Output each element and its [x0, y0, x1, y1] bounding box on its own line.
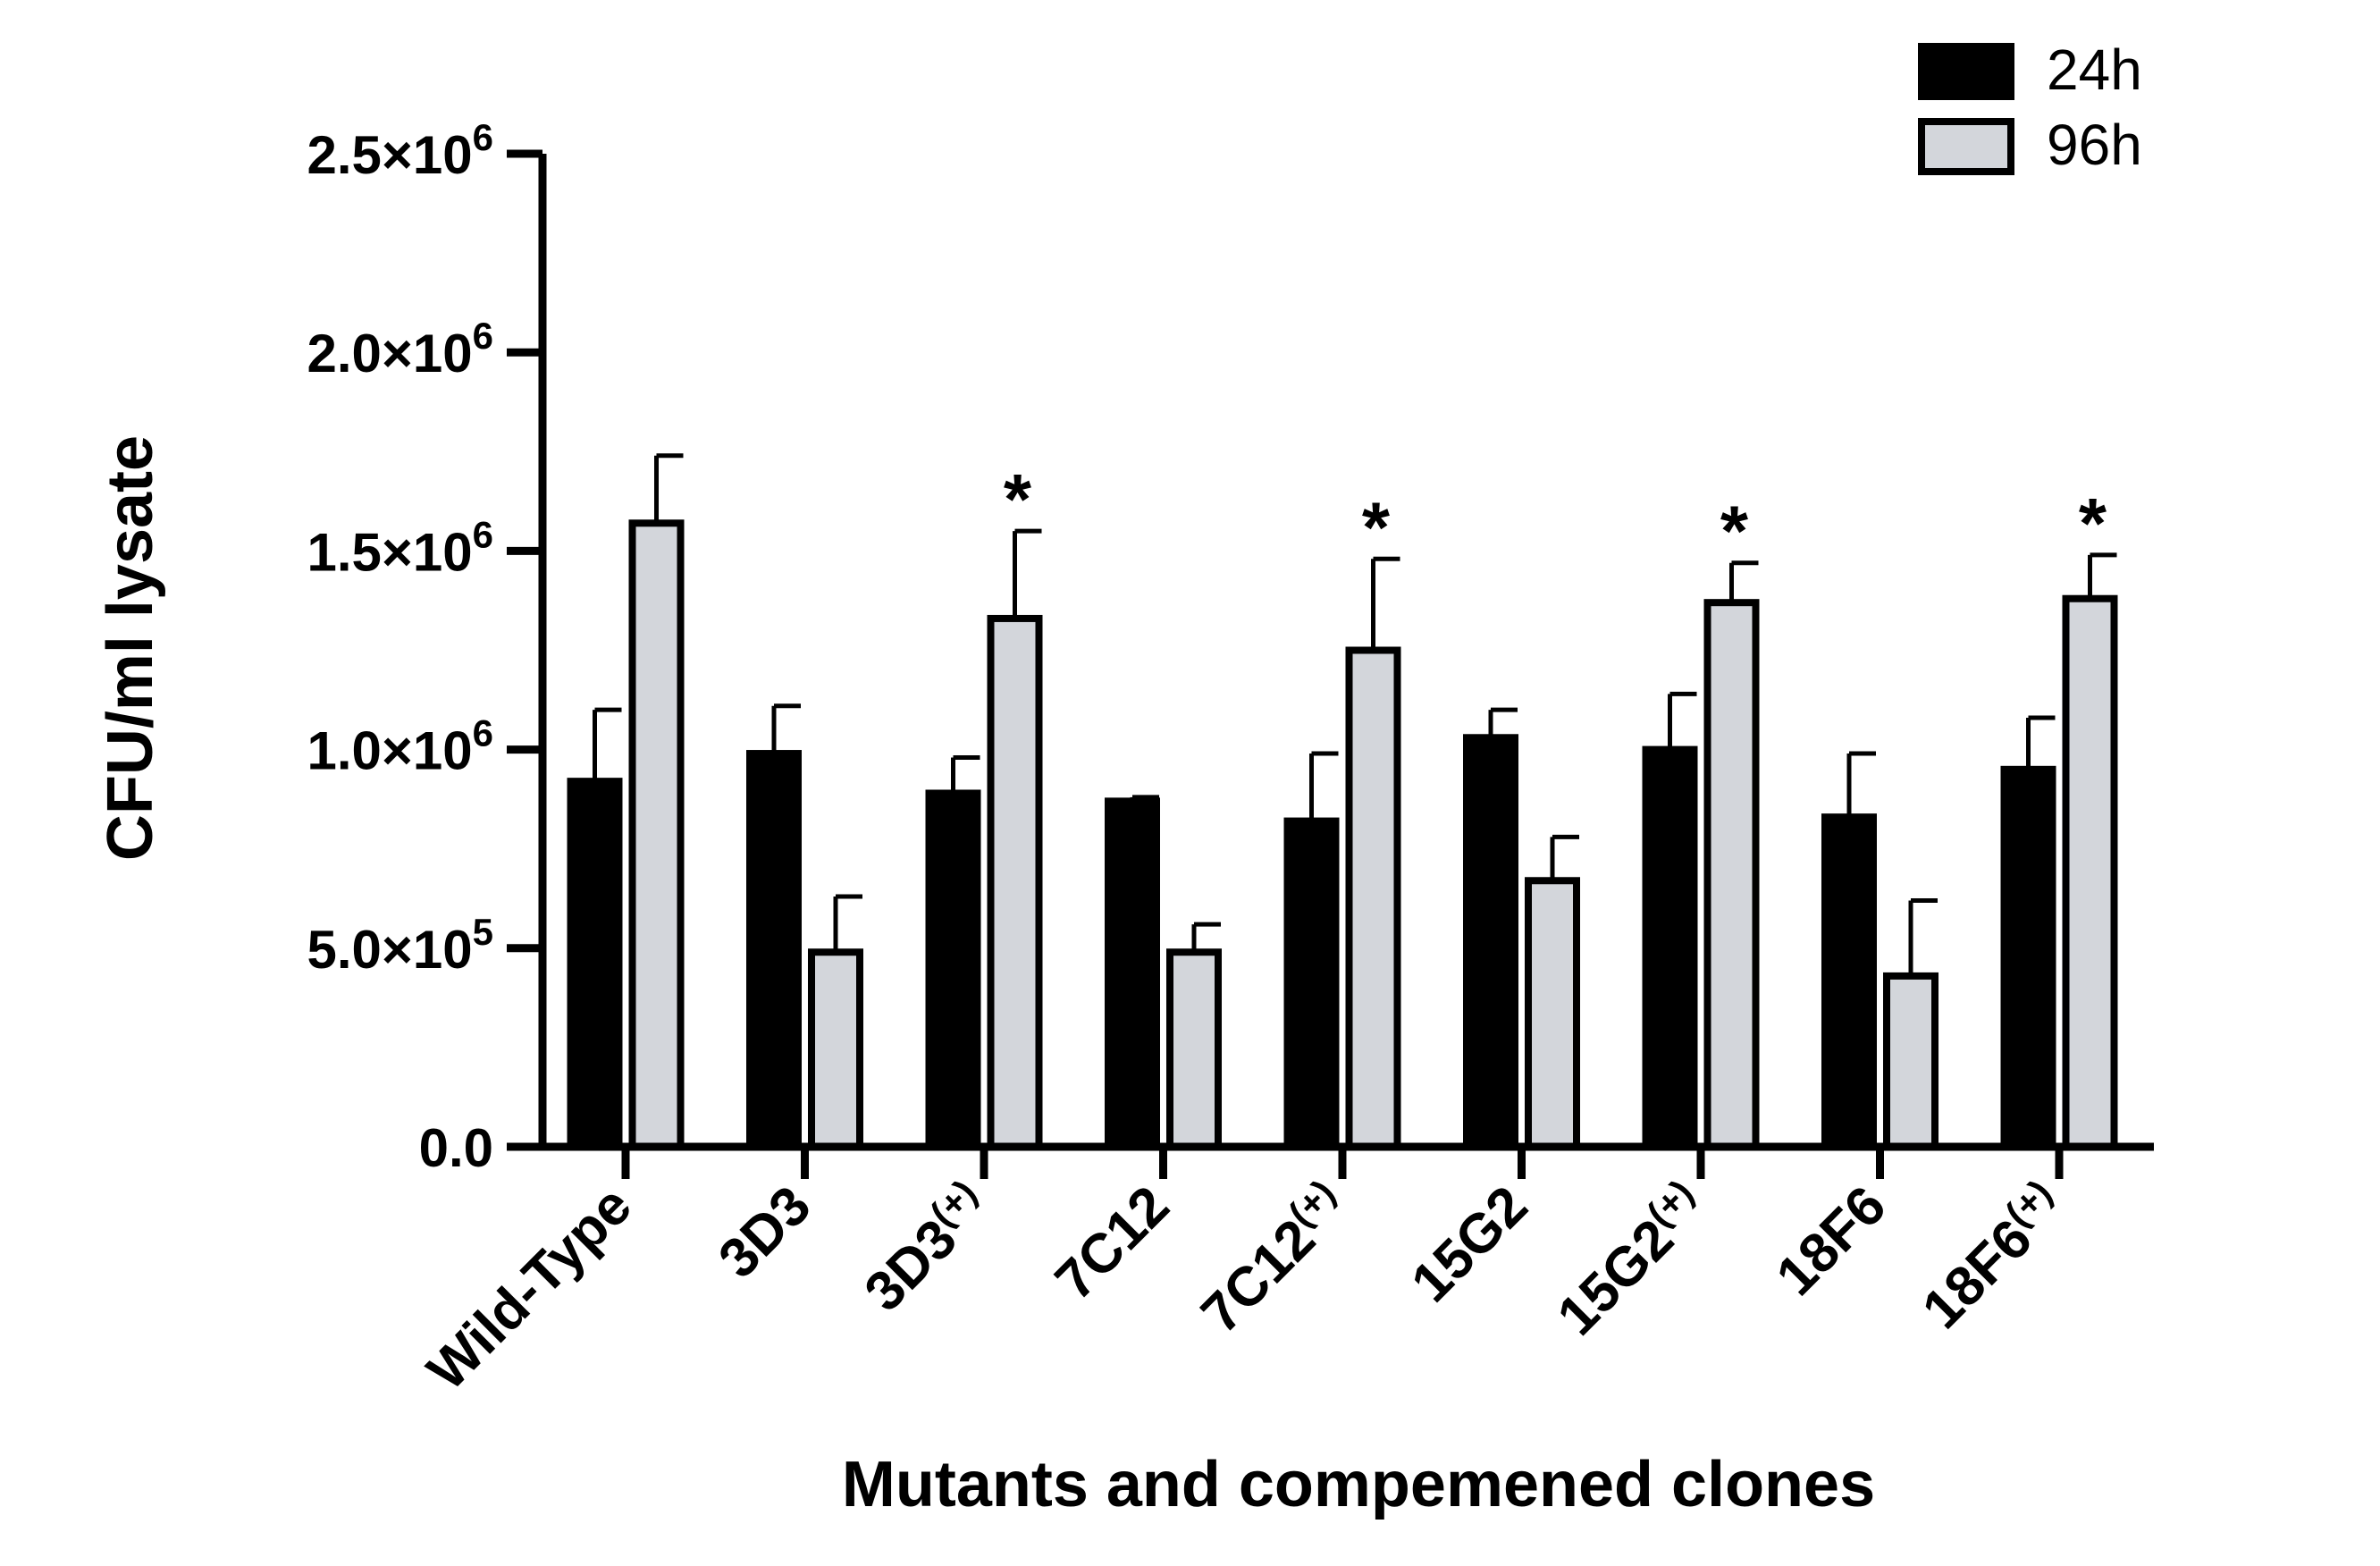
- significance-star: *: [1720, 492, 1749, 571]
- bars: [567, 519, 2118, 1151]
- y-axis-ticks: 0.0 5.0×105 1.0×106 1.5×106 2.0×106 2.5×106: [307, 116, 542, 1178]
- bar-24h: [746, 750, 802, 1150]
- x-category-label: 3D3(+): [850, 1172, 1002, 1324]
- x-axis-ticks: [621, 1147, 2064, 1179]
- significance-markers: * * * *: [1004, 459, 2107, 571]
- y-tick-label: 0.0: [419, 1118, 493, 1178]
- x-category-label: 3D3: [707, 1174, 822, 1290]
- x-axis-title: Mutants and compemened clones: [842, 1449, 1875, 1520]
- bar-96h: [808, 948, 863, 1151]
- y-axis-title: CFU/ml lysate: [95, 435, 166, 861]
- x-category-label: 15G2(+): [1543, 1172, 1719, 1348]
- legend-label-96h: 96h: [2047, 113, 2142, 177]
- x-category-label: 15G2: [1400, 1174, 1539, 1314]
- significance-star: *: [1004, 459, 1032, 539]
- x-category-label: 18F6(+): [1908, 1172, 2077, 1341]
- bar-24h: [925, 789, 981, 1150]
- bar-24h: [1283, 817, 1340, 1150]
- bar-96h: [628, 519, 685, 1150]
- legend-swatch-96h: [1918, 118, 2014, 175]
- legend-swatch-24h: [1918, 43, 2014, 100]
- bar-24h: [567, 778, 623, 1150]
- bar-24h: [1821, 813, 1877, 1150]
- bar-96h: [1525, 877, 1580, 1150]
- x-category-label: 7C12(+): [1187, 1172, 1360, 1345]
- bar-24h: [2000, 765, 2056, 1150]
- x-category-label: 7C12: [1044, 1174, 1182, 1312]
- y-tick-label: 1.5×106: [307, 513, 493, 582]
- y-tick-label: 1.0×106: [307, 712, 493, 781]
- bar-24h: [1642, 745, 1698, 1150]
- x-axis-labels: Wild-Type 3D3 3D3(+) 7C12 7C12(+) 15G2 15G2(+)…: [416, 1172, 2077, 1402]
- bar-24h: [1105, 797, 1160, 1150]
- y-tick-label: 2.5×106: [307, 116, 493, 185]
- x-category-label: Wild-Type: [416, 1174, 643, 1402]
- legend-label-24h: 24h: [2047, 38, 2142, 102]
- error-bars: [593, 453, 2117, 976]
- y-tick-label: 2.0×106: [307, 315, 493, 383]
- bar-96h: [987, 614, 1043, 1150]
- significance-star: *: [1362, 487, 1391, 567]
- y-tick-label: 5.0×105: [307, 911, 493, 980]
- bar-24h: [1463, 734, 1518, 1150]
- bar-96h: [2062, 594, 2118, 1150]
- x-category-label: 18F6: [1765, 1174, 1898, 1308]
- bar-96h: [1883, 972, 1938, 1150]
- bar-96h: [1703, 599, 1760, 1150]
- bar-96h: [1166, 948, 1222, 1151]
- bar-96h: [1345, 646, 1401, 1150]
- significance-star: *: [2079, 484, 2107, 563]
